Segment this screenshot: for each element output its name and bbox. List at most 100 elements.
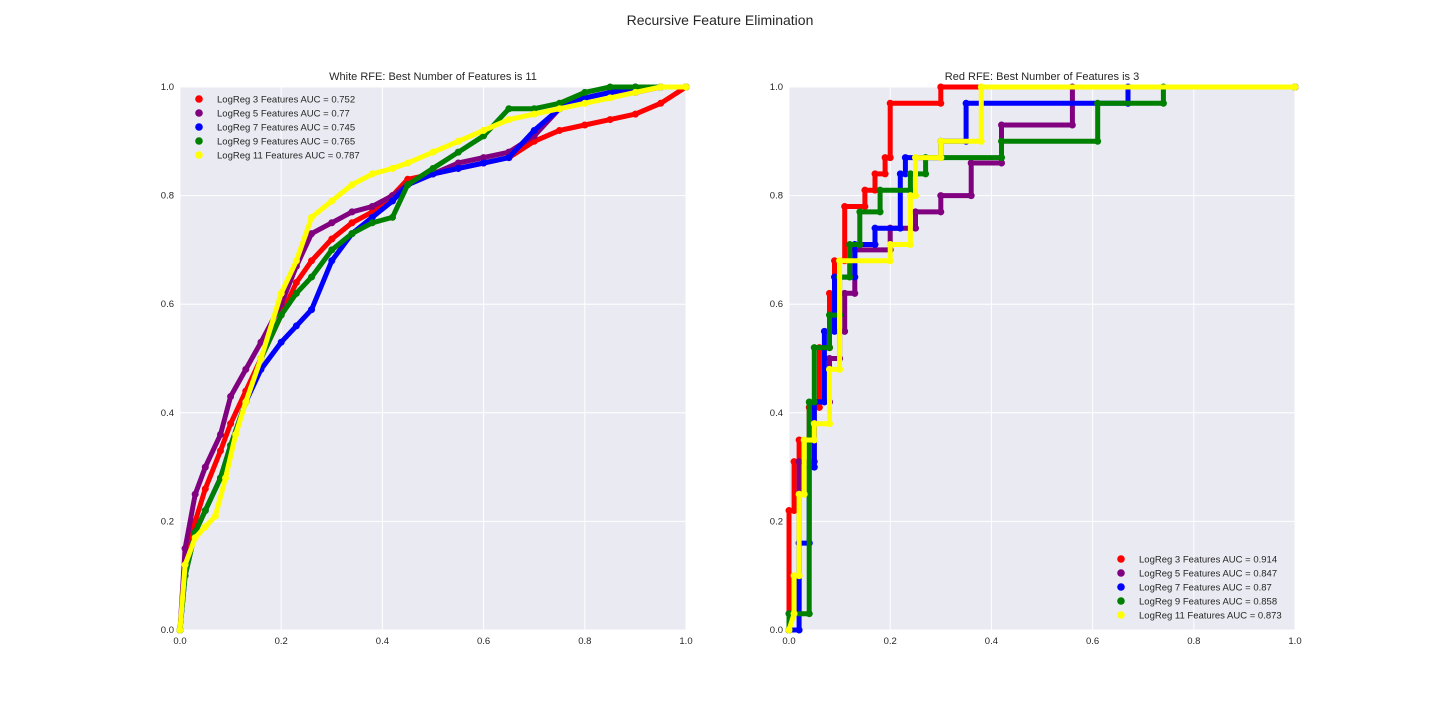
white-rfe-data-point [181, 561, 189, 569]
red-rfe-data-point [841, 327, 849, 335]
white-rfe-data-point [429, 164, 437, 172]
white-rfe-x-tick-label: 0.6 [477, 636, 490, 647]
white-rfe-data-point [277, 311, 285, 319]
white-rfe-data-point [404, 181, 412, 189]
red-rfe-data-point [815, 403, 823, 411]
red-rfe-data-point [901, 170, 909, 178]
red-rfe-data-point [846, 273, 854, 281]
white-rfe-data-point [191, 534, 199, 542]
white-rfe-series-group [176, 83, 690, 634]
white-rfe-data-point [257, 338, 265, 346]
red-rfe-data-point [1094, 137, 1102, 145]
red-rfe-series-group [785, 83, 1299, 634]
red-rfe-data-point [795, 490, 803, 498]
white-rfe-data-point [216, 447, 224, 455]
white-rfe-data-point [191, 490, 199, 498]
red-rfe-data-point [886, 257, 894, 265]
red-rfe-data-point [886, 99, 894, 107]
red-rfe-data-point [856, 208, 864, 216]
white-rfe-legend-label: LogReg 5 Features AUC = 0.77 [217, 109, 350, 120]
white-rfe-data-point [657, 99, 665, 107]
white-rfe-data-point [530, 105, 538, 113]
red-rfe-data-point [922, 170, 930, 178]
white-rfe-data-point [328, 197, 336, 205]
white-rfe-data-point [308, 257, 316, 265]
red-rfe-data-point [795, 626, 803, 634]
red-rfe-data-point [937, 99, 945, 107]
red-rfe-data-point [937, 154, 945, 162]
white-rfe-data-point [682, 83, 690, 91]
red-rfe-data-point [795, 436, 803, 444]
white-rfe-data-point [556, 99, 563, 107]
white-rfe-legend-label: LogReg 3 Features AUC = 0.752 [217, 95, 355, 106]
white-rfe-data-point [176, 626, 184, 634]
red-rfe-data-point [810, 420, 818, 428]
white-rfe-data-point [530, 126, 538, 134]
white-rfe-data-point [328, 246, 336, 254]
red-rfe-data-point [836, 365, 844, 373]
red-rfe-data-point [810, 463, 818, 471]
red-rfe-data-point [790, 507, 798, 515]
red-rfe-x-tick-label: 0.4 [985, 636, 998, 647]
white-rfe-y-tick-label: 1.0 [161, 82, 174, 93]
red-rfe-y-tick-label: 0.6 [770, 299, 783, 310]
red-rfe-data-point [795, 458, 803, 466]
red-rfe-y-tick-label: 0.2 [770, 516, 783, 527]
red-rfe-data-point [906, 192, 914, 200]
white-rfe-data-point [505, 105, 513, 113]
white-rfe-data-point [308, 213, 316, 221]
white-rfe-data-point [480, 154, 488, 162]
red-rfe-data-point [912, 192, 919, 200]
white-rfe-x-tick-label: 0.8 [578, 636, 591, 647]
red-rfe-legend: LogReg 3 Features AUC = 0.914 LogReg 5 Fe… [1117, 555, 1282, 622]
white-rfe-data-point [368, 219, 376, 227]
red-rfe-data-point [836, 257, 844, 265]
white-rfe-data-point [201, 463, 209, 471]
red-rfe-data-point [998, 154, 1006, 162]
white-rfe-axes: White RFE: Best Number of Features is 11… [161, 71, 693, 647]
white-rfe-data-point [556, 105, 563, 113]
red-rfe-data-point [896, 170, 904, 178]
red-rfe-data-point [825, 311, 833, 319]
red-rfe-data-point [790, 610, 798, 618]
red-rfe-legend-marker [1117, 597, 1125, 605]
white-rfe-data-point [581, 94, 589, 102]
red-rfe-data-point [1291, 83, 1299, 91]
white-rfe-data-point [292, 278, 300, 286]
white-rfe-data-point [292, 257, 300, 265]
white-rfe-data-point [581, 99, 589, 107]
red-rfe-y-tick-label: 1.0 [770, 82, 783, 93]
white-rfe-data-point [201, 523, 209, 531]
red-rfe-data-point [825, 365, 833, 373]
white-rfe-data-point [227, 420, 235, 428]
white-rfe-y-tick-label: 0.6 [161, 299, 174, 310]
white-rfe-data-point [227, 393, 235, 401]
white-rfe-data-point [429, 148, 437, 156]
white-rfe-data-point [201, 485, 209, 493]
white-rfe-data-point [181, 545, 189, 553]
red-rfe-data-point [805, 398, 813, 406]
red-rfe-x-tick-label: 1.0 [1288, 636, 1301, 647]
red-rfe-legend-marker [1117, 611, 1125, 619]
white-rfe-data-point [480, 159, 488, 167]
white-rfe-y-tick-label: 0.2 [161, 516, 174, 527]
white-rfe-data-point [257, 355, 265, 362]
white-rfe-data-point [348, 181, 356, 189]
white-rfe-data-point [348, 230, 356, 238]
red-rfe-data-point [871, 186, 879, 194]
white-rfe-legend-label: LogReg 7 Features AUC = 0.745 [217, 123, 355, 134]
white-rfe-data-point [389, 197, 397, 205]
red-rfe-data-point [912, 208, 919, 216]
red-rfe-data-point [856, 240, 864, 248]
red-rfe-data-point [937, 83, 945, 91]
white-rfe-data-point [631, 88, 639, 96]
red-rfe-x-tick-label: 0.2 [884, 636, 897, 647]
red-rfe-legend-label: LogReg 11 Features AUC = 0.873 [1139, 611, 1282, 622]
red-rfe-data-point [790, 572, 798, 580]
white-rfe-data-point [222, 474, 230, 482]
white-rfe-data-point [211, 512, 219, 520]
red-rfe-data-point [831, 327, 839, 335]
red-rfe-data-point [825, 344, 833, 352]
white-rfe-data-point [277, 289, 285, 297]
